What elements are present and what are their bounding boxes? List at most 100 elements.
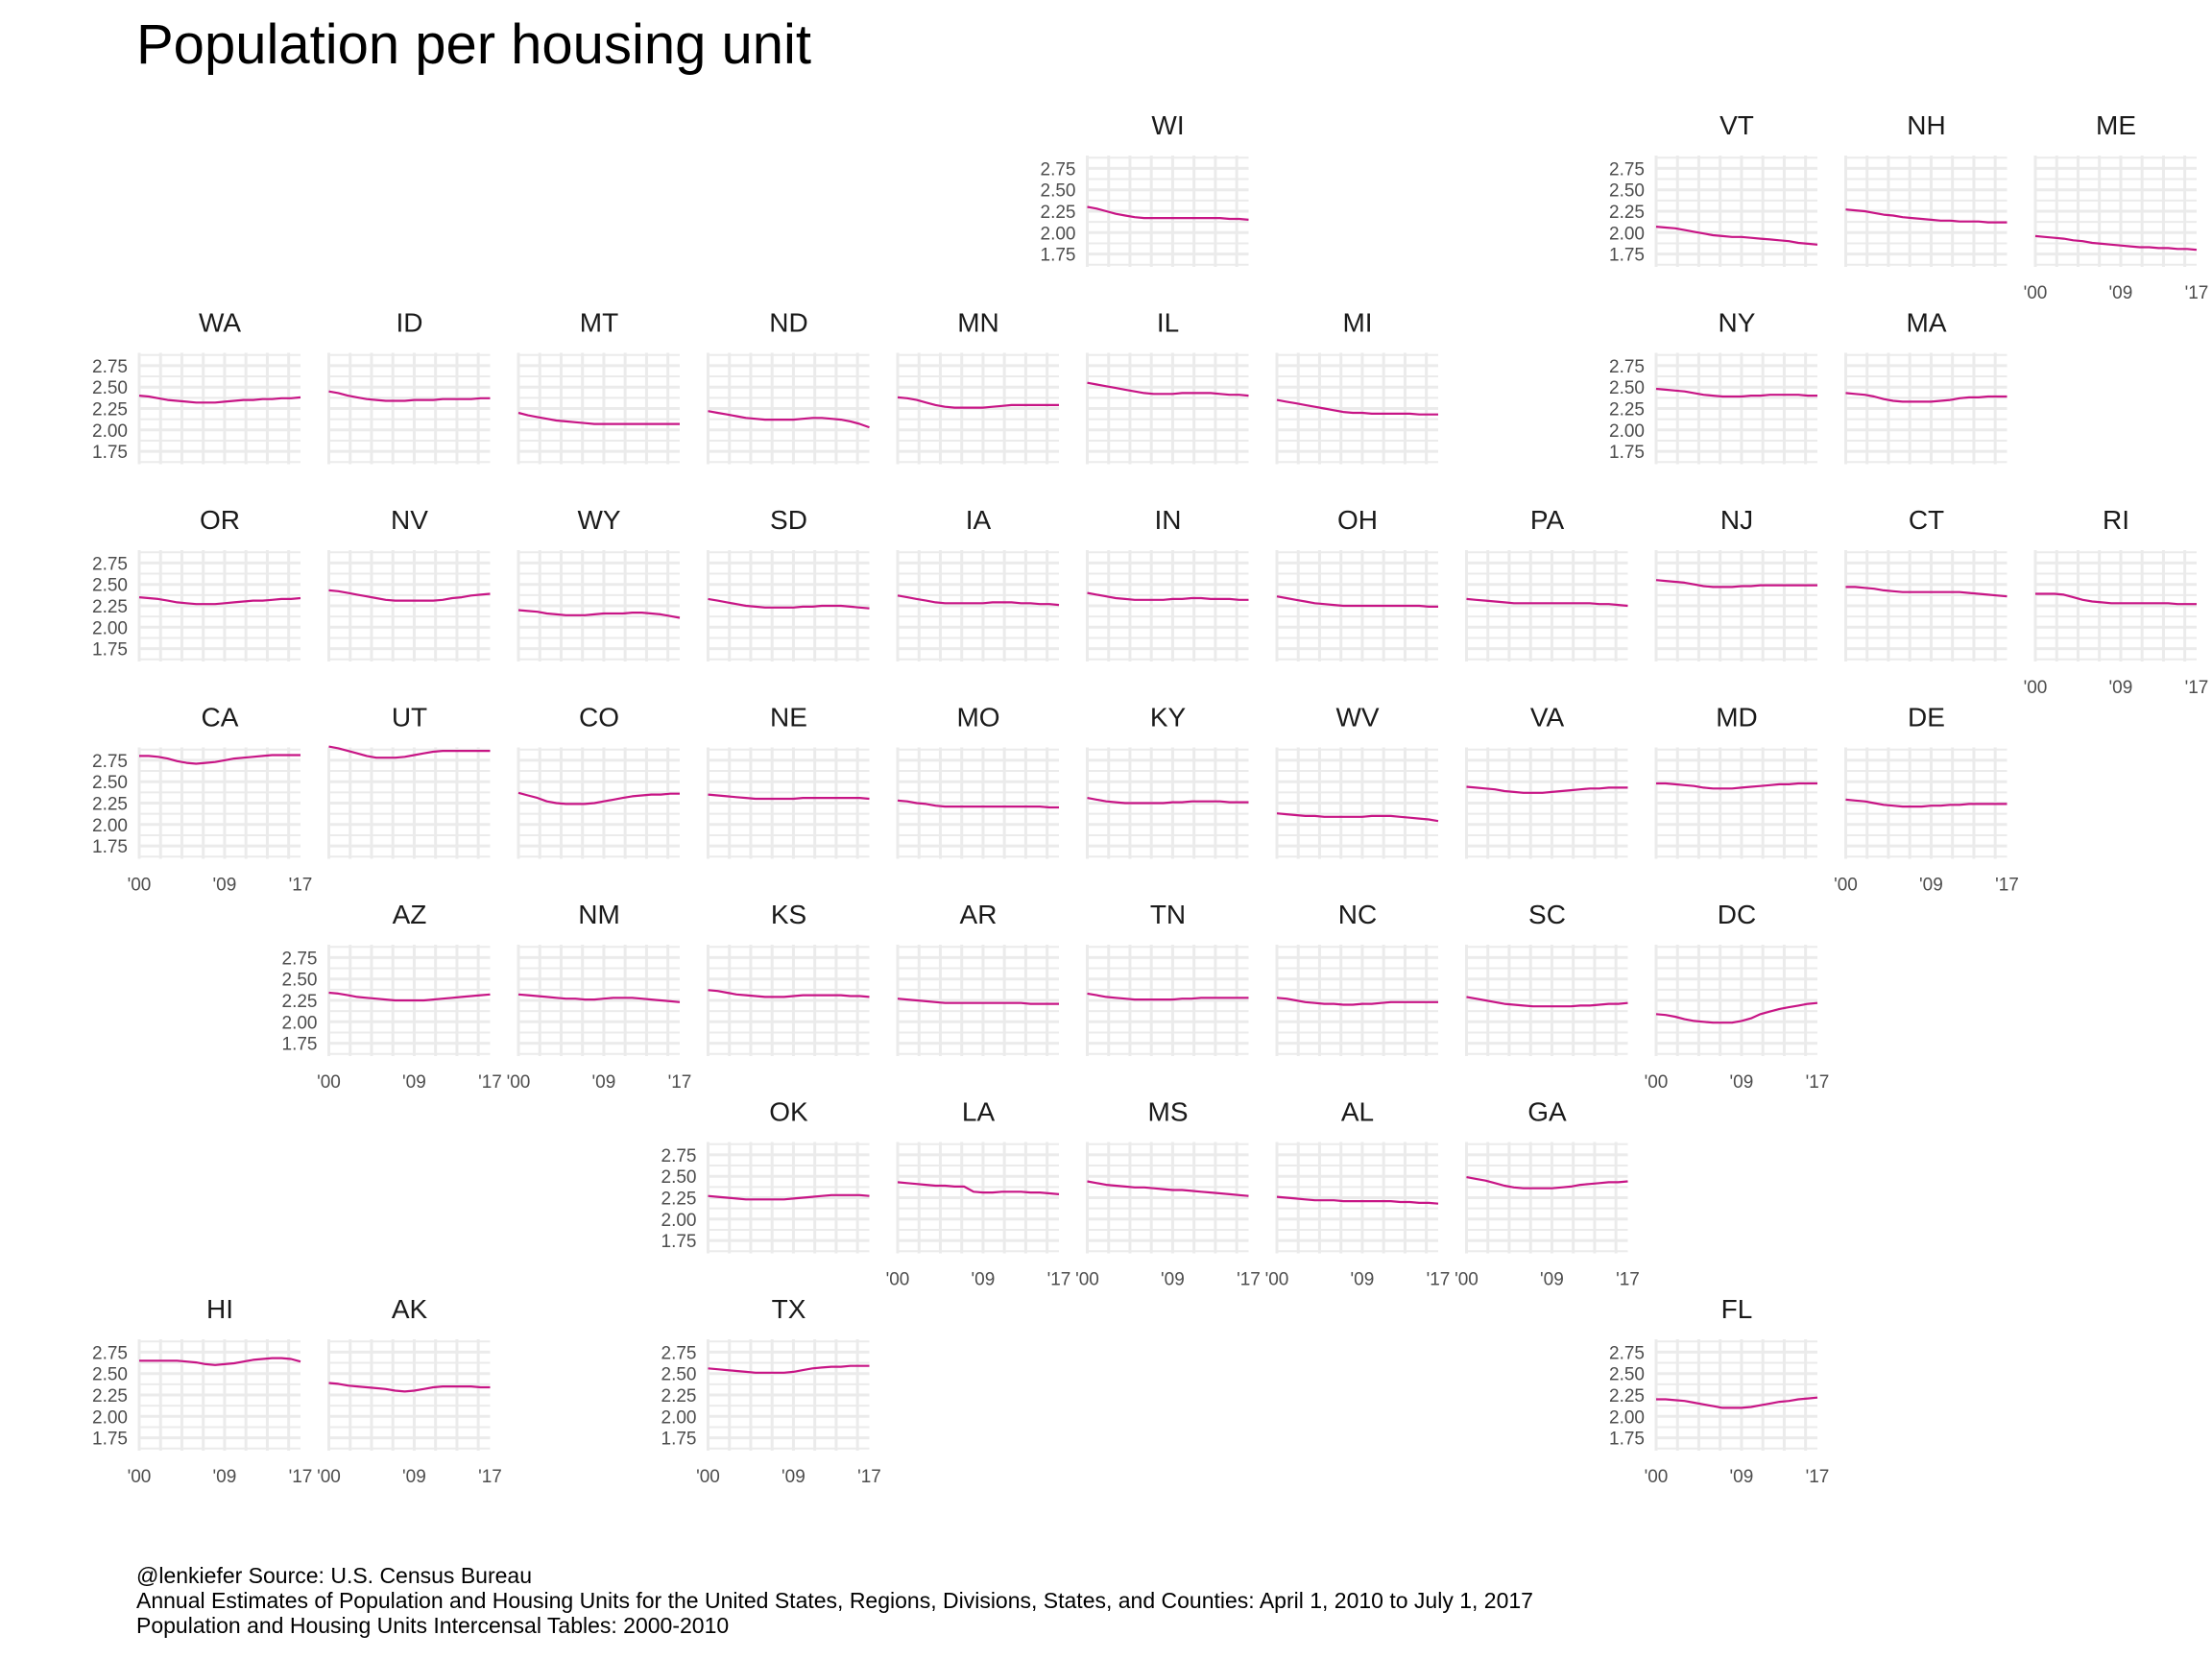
y-tick-label: 2.50 [92,576,128,596]
series-line-ri [2035,592,2197,606]
series-line-ky [1087,797,1249,805]
y-tick-label: 2.50 [1609,378,1645,398]
x-tick-label: '00 [317,1467,341,1487]
x-tick-label: '17 [857,1467,881,1487]
x-tick-label: '09 [1161,1270,1185,1290]
series-line-ct [1845,586,2008,598]
y-tick-label: 2.75 [1041,159,1076,180]
series-line-wv [1276,812,1439,823]
y-tick-label: 1.75 [92,640,128,661]
facet-label-ct: CT [1909,505,1944,535]
y-tick-label: 2.50 [92,1365,128,1385]
x-tick-label: '09 [213,876,237,896]
panel-ut: UT [327,703,491,859]
panel-ia: IA [896,505,1060,661]
facet-label-vt: VT [1719,110,1754,140]
panel-ak: AK '00 '09 '17 [317,1294,502,1487]
y-tick-label: 2.00 [92,618,128,638]
y-tick-label: 2.50 [1609,1365,1645,1385]
y-tick-label: 2.00 [1609,1407,1645,1428]
x-tick-label: '17 [1047,1270,1071,1290]
x-tick-label: '00 [1645,1072,1669,1093]
x-tick-label: '00 [1834,876,1858,896]
x-tick-label: '00 [317,1072,341,1093]
series-line-in [1087,591,1249,601]
panel-id: ID [327,308,491,465]
y-tick-label: 2.75 [92,554,128,574]
facet-label-ok: OK [769,1097,808,1127]
x-tick-label: '17 [2185,283,2209,303]
facet-label-or: OR [200,505,240,535]
series-line-wa [138,395,301,404]
x-tick-label: '09 [592,1072,616,1093]
series-line-il [1087,381,1249,397]
y-tick-label: 2.00 [1041,224,1076,244]
facet-label-ar: AR [960,900,998,929]
series-line-al [1276,1195,1439,1205]
series-line-pa [1466,597,1628,608]
x-tick-label: '09 [781,1467,805,1487]
series-line-ak [328,1382,491,1393]
facet-label-de: DE [1908,703,1945,733]
facet-label-al: AL [1341,1097,1374,1127]
panel-nc: NC [1275,900,1438,1056]
panel-nv: NV [327,505,491,661]
facet-label-id: ID [397,308,423,338]
facet-label-la: LA [962,1097,996,1127]
panel-va: VA [1465,703,1628,859]
series-line-nd [708,410,870,429]
x-tick-label: '00 [1645,1467,1669,1487]
facet-label-fl: FL [1721,1294,1753,1324]
y-tick-label: 2.75 [92,1343,128,1363]
y-tick-label: 1.75 [92,443,128,463]
y-tick-label: 2.75 [661,1343,697,1363]
x-tick-label: '09 [2109,283,2133,303]
series-line-ga [1466,1176,1628,1190]
series-line-ny [1655,387,1817,398]
series-line-ne [708,793,870,801]
panel-vt: VT 1.752.002.252.502.75 [1609,110,1818,267]
facet-label-il: IL [1157,308,1179,338]
y-tick-label: 2.00 [1609,224,1645,244]
x-tick-label: '17 [1806,1467,1830,1487]
series-line-ma [1845,392,2008,403]
y-tick-label: 2.00 [1609,421,1645,442]
caption: @lenkiefer Source: U.S. Census Bureau An… [136,1563,1533,1638]
y-tick-label: 2.75 [1609,357,1645,377]
panel-md: MD [1654,703,1817,859]
panel-al: AL '00 '09 '17 [1265,1097,1451,1290]
x-tick-label: '00 [696,1467,720,1487]
x-tick-label: '00 [507,1072,531,1093]
panel-sd: SD [707,505,870,661]
y-tick-label: 2.75 [92,357,128,377]
caption-line-intercensal: Population and Housing Units Intercensal… [136,1613,730,1638]
series-line-ks [708,989,870,998]
facet-label-ut: UT [392,703,427,733]
series-line-or [138,596,301,606]
panel-wi: WI 1.752.002.252.502.75 [1041,110,1249,267]
panel-ca: CA 1.752.002.252.502.75 '00 '09 '17 [92,703,312,896]
y-tick-label: 2.50 [92,378,128,398]
x-tick-label: '00 [2024,678,2048,698]
panel-ma: MA [1844,308,2008,465]
series-line-nj [1655,579,1817,589]
panel-az: AZ 1.752.002.252.502.75 '00 '09 '17 [282,900,502,1093]
y-tick-label: 2.50 [1041,181,1076,202]
x-tick-label: '00 [1075,1270,1099,1290]
series-line-dc [1655,1001,1818,1024]
y-tick-label: 2.50 [92,773,128,793]
panel-or: OR 1.752.002.252.502.75 [92,505,301,661]
y-tick-label: 2.75 [282,949,318,969]
y-tick-label: 1.75 [661,1232,697,1252]
y-tick-label: 2.50 [1609,181,1645,202]
panel-ga: GA '00 '09 '17 [1455,1097,1640,1290]
y-tick-label: 2.50 [282,971,318,991]
x-tick-label: '00 [1455,1270,1479,1290]
y-tick-label: 2.00 [661,1211,697,1231]
x-tick-label: '17 [1616,1270,1640,1290]
facet-label-ga: GA [1527,1097,1567,1127]
y-tick-label: 2.25 [92,1386,128,1407]
facet-label-dc: DC [1718,900,1756,929]
series-line-sc [1466,996,1628,1008]
panel-me: ME '00 '09 '17 [2024,110,2209,303]
